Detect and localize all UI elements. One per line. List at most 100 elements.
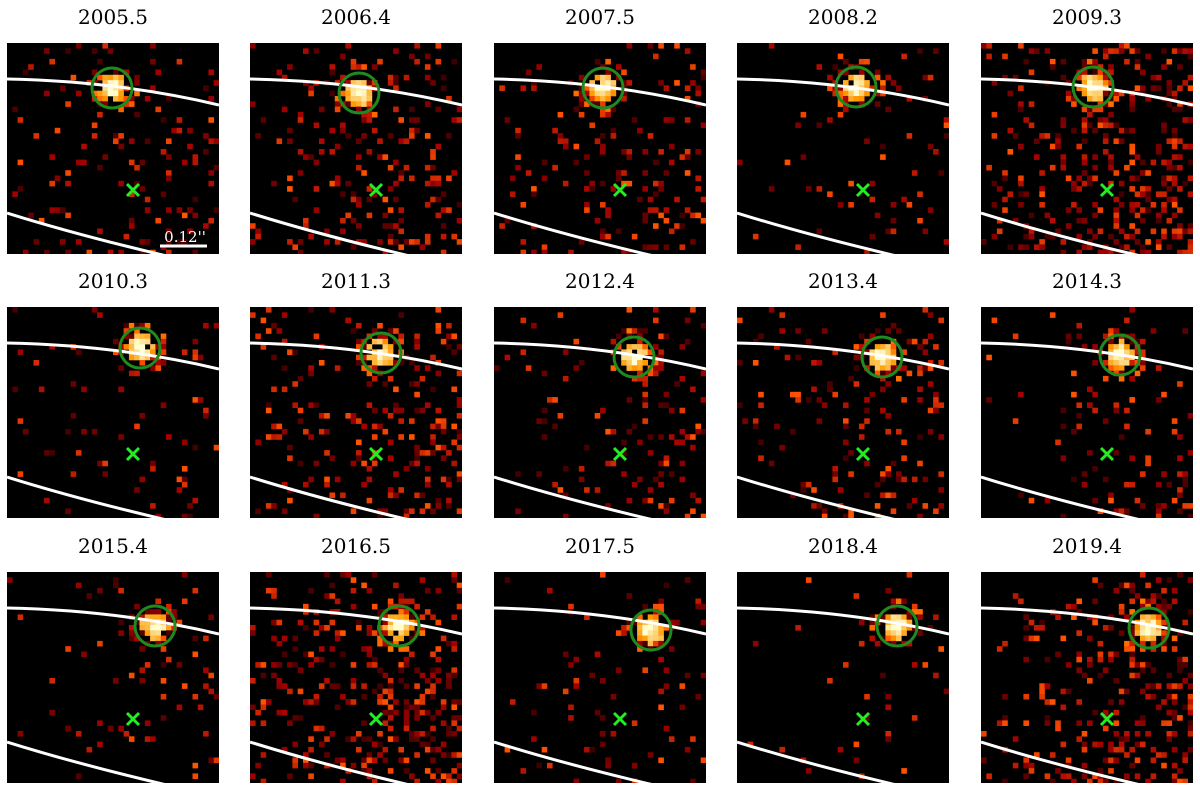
pixel: [1113, 407, 1120, 414]
pixel: [896, 476, 902, 483]
pixel: [424, 233, 431, 240]
pixel: [155, 365, 161, 371]
pixel: [271, 434, 277, 440]
pixel: [166, 630, 172, 636]
pixel: [292, 381, 298, 387]
pixel: [1087, 239, 1093, 245]
pixel: [144, 630, 151, 636]
pixel: [334, 704, 341, 711]
pixel: [329, 307, 336, 313]
pixel: [1076, 217, 1082, 224]
panel-title: 2007.5: [565, 5, 635, 29]
pixel: [695, 428, 701, 435]
pixel: [281, 312, 288, 318]
pixel: [1166, 186, 1173, 192]
pixel: [1076, 249, 1082, 254]
pixel: [795, 122, 801, 129]
pixel: [874, 328, 881, 334]
pixel: [366, 625, 373, 631]
pixel: [1002, 720, 1008, 726]
pixel: [398, 667, 404, 673]
pixel: [1140, 688, 1146, 695]
pixel: [589, 122, 595, 129]
pixel: [313, 656, 320, 663]
pixel: [647, 196, 654, 203]
pixel: [134, 322, 140, 329]
pixel: [38, 386, 45, 393]
pixel: [297, 619, 304, 626]
pixel: [208, 688, 214, 695]
pixel: [430, 614, 436, 620]
pixel: [927, 143, 934, 150]
pixel: [922, 307, 929, 313]
pixel: [324, 481, 330, 488]
pixel: [700, 619, 706, 626]
pixel: [303, 481, 309, 488]
pixel: [642, 397, 648, 403]
pixel: [531, 322, 537, 329]
pixel: [1161, 640, 1167, 647]
pixel: [896, 635, 902, 642]
pixel: [658, 354, 664, 361]
pixel: [626, 180, 633, 187]
pixel: [356, 625, 362, 631]
pixel: [60, 207, 66, 213]
pixel: [610, 338, 617, 345]
pixel: [22, 428, 29, 435]
pixel: [557, 138, 564, 144]
pixel: [440, 444, 447, 451]
pixel: [684, 170, 691, 176]
pixel: [858, 74, 865, 81]
pixel: [366, 186, 373, 192]
pixel: [382, 699, 389, 705]
pixel: [1177, 233, 1183, 240]
pixel: [366, 149, 373, 155]
pixel: [65, 249, 71, 254]
pixel: [1113, 344, 1120, 350]
pixel: [890, 614, 897, 620]
pixel: [1113, 223, 1120, 229]
pixel: [917, 513, 923, 518]
pixel: [1166, 90, 1173, 97]
orbit-lower: [250, 475, 408, 518]
pixel: [377, 138, 383, 144]
pixel: [647, 133, 654, 139]
pixel: [340, 492, 346, 499]
pixel: [626, 344, 633, 350]
pixel: [1161, 699, 1167, 705]
pixel: [1118, 609, 1125, 615]
pixel: [752, 338, 759, 345]
center-mark: [368, 711, 384, 727]
pixel: [610, 133, 617, 139]
pixel: [1171, 497, 1178, 504]
pixel: [594, 85, 601, 91]
pixel: [626, 428, 633, 435]
pixel: [340, 217, 346, 224]
pixel: [1182, 80, 1188, 86]
pixel: [1113, 354, 1120, 361]
pixel: [203, 85, 209, 91]
pixel: [1108, 249, 1114, 254]
pixel: [752, 640, 759, 647]
pixel: [435, 423, 442, 430]
pixel: [1134, 64, 1141, 70]
pixel: [398, 757, 404, 764]
pixel: [91, 90, 98, 97]
pixel: [419, 450, 426, 456]
pixel: [334, 476, 341, 483]
pixel: [869, 233, 876, 240]
pixel: [1087, 244, 1093, 250]
pixel: [181, 513, 188, 518]
pixel: [1140, 503, 1146, 509]
pixel: [1108, 354, 1114, 361]
pixel: [1049, 312, 1056, 318]
pixel: [626, 397, 633, 403]
pixel: [334, 598, 341, 605]
panel: [7, 43, 219, 254]
pixel: [996, 217, 1003, 224]
pixel: [768, 186, 775, 192]
pixel: [1002, 170, 1008, 176]
pixel: [160, 625, 167, 631]
pixel: [107, 80, 114, 86]
pixel: [584, 186, 590, 192]
